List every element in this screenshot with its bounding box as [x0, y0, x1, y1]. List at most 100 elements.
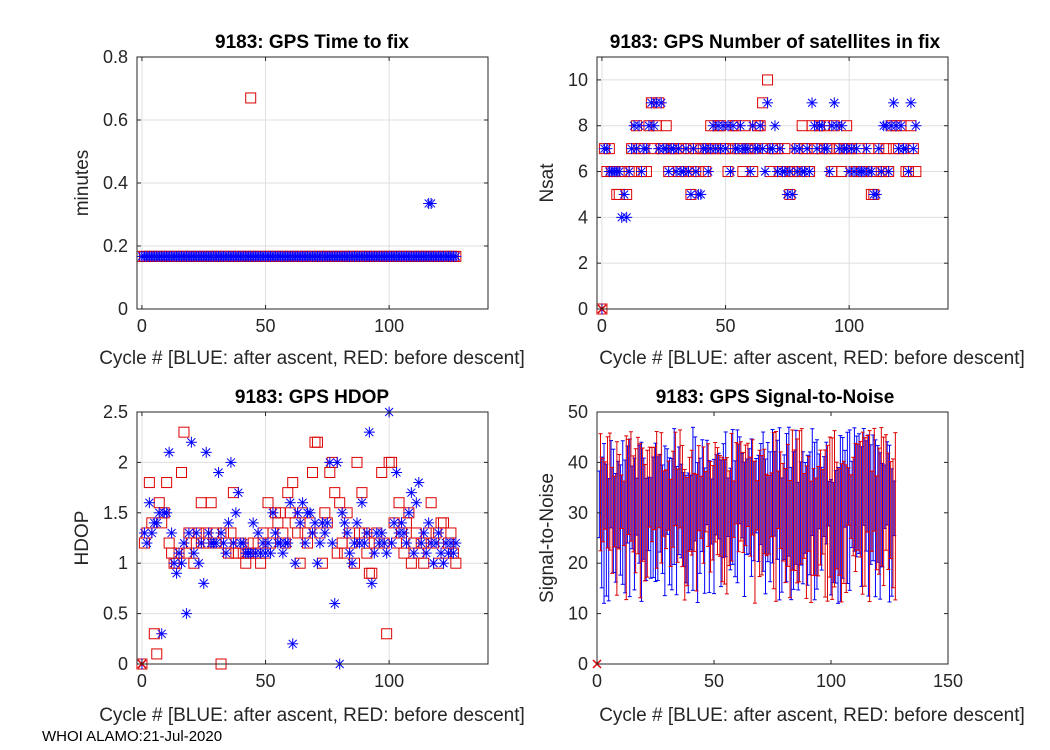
data-point-square: [405, 557, 417, 569]
data-point-square: [287, 477, 299, 489]
error-bar: [715, 447, 720, 556]
error-bar: [708, 460, 713, 573]
star-stroke: [409, 548, 419, 558]
data-point-square: [175, 466, 187, 478]
data-point-square: [351, 456, 363, 468]
error-bar: [795, 438, 800, 584]
data-point-star: [225, 456, 237, 468]
error-bar: [661, 470, 666, 537]
data-point-star: [287, 638, 299, 650]
x-tick-label: 100: [816, 671, 846, 691]
chart-title: 9183: GPS HDOP: [235, 387, 389, 408]
star-stroke: [426, 199, 436, 208]
star-stroke: [293, 508, 302, 518]
error-bar: [844, 464, 849, 593]
data-point-star: [307, 527, 318, 539]
star-stroke: [189, 548, 199, 558]
star-stroke: [686, 190, 696, 199]
star-stroke: [187, 437, 196, 447]
star-stroke: [770, 121, 780, 131]
star-stroke: [323, 518, 332, 528]
data-point-star: [218, 537, 230, 549]
error-bar: [743, 444, 748, 547]
data-point-star: [821, 143, 833, 155]
star-stroke: [145, 498, 154, 508]
data-point-star: [601, 143, 613, 155]
error-bar: [827, 436, 832, 578]
data-point-star: [687, 143, 699, 155]
error-bar: [757, 449, 762, 578]
axes-box: [136, 411, 489, 665]
star-stroke: [167, 528, 176, 538]
data-point-star: [767, 143, 778, 155]
star-stroke: [424, 518, 433, 528]
star-stroke: [656, 98, 666, 108]
star-stroke: [807, 98, 817, 108]
data-point-star: [366, 577, 378, 589]
error-bar: [886, 452, 891, 570]
error-bar: [762, 448, 767, 555]
star-stroke: [419, 528, 429, 538]
star-stroke: [817, 121, 827, 131]
x-tick-label: 50: [704, 671, 724, 691]
error-bar: [602, 443, 607, 604]
data-point-star: [363, 426, 375, 438]
star-stroke: [768, 144, 777, 153]
data-point-star: [151, 517, 163, 529]
star-stroke: [248, 518, 258, 528]
star-stroke: [896, 121, 906, 131]
star-stroke: [199, 579, 209, 588]
error-bar: [778, 451, 783, 550]
star-stroke: [179, 538, 189, 548]
star-stroke: [332, 458, 342, 467]
error-bar: [858, 440, 863, 558]
star-stroke: [691, 167, 701, 176]
star-stroke: [402, 538, 411, 548]
data-point-star: [423, 517, 435, 529]
star-stroke: [805, 167, 814, 176]
chart-title: 9183: GPS Time to fix: [215, 32, 409, 53]
x-tick-label: 150: [933, 671, 963, 691]
y-tick-label: 0.4: [103, 173, 128, 193]
error-bar: [785, 443, 790, 567]
data-point-star: [907, 143, 919, 155]
star-stroke: [743, 144, 753, 153]
data-point-star: [376, 527, 388, 539]
error-bar: [624, 435, 629, 601]
data-point-star: [213, 466, 225, 478]
error-bar: [766, 474, 771, 555]
data-point-star: [141, 537, 153, 549]
data-point-star: [326, 537, 338, 549]
data-point-star: [277, 547, 289, 559]
error-bar: [823, 449, 828, 598]
error-bar: [659, 432, 664, 564]
x-axis-label: Cycle # [BLUE: after ascent, RED: before…: [599, 705, 1025, 726]
error-bar: [619, 474, 624, 529]
error-bar: [638, 443, 643, 599]
star-stroke: [389, 518, 399, 528]
star-stroke: [728, 121, 738, 131]
star-stroke: [632, 144, 641, 153]
star-stroke: [451, 538, 461, 548]
data-point-star: [418, 527, 430, 539]
star-stroke: [216, 528, 226, 538]
star-stroke: [224, 518, 233, 528]
data-point-star: [309, 517, 321, 529]
error-bar: [690, 426, 695, 591]
data-point-star: [828, 97, 840, 109]
data-point-star: [299, 537, 311, 549]
error-bar: [678, 429, 683, 529]
star-stroke: [219, 538, 228, 548]
data-point-star: [252, 527, 264, 539]
star-stroke: [884, 167, 893, 176]
data-point-star: [193, 557, 205, 569]
error-bar: [755, 480, 760, 531]
error-bar: [797, 430, 802, 583]
error-bar: [820, 469, 825, 555]
data-point-star: [757, 143, 769, 155]
y-tick-label: 40: [568, 452, 588, 472]
star-stroke: [295, 518, 305, 528]
y-tick-label: 0.8: [103, 47, 128, 67]
star-stroke: [238, 538, 248, 548]
data-point-square: [438, 517, 450, 529]
